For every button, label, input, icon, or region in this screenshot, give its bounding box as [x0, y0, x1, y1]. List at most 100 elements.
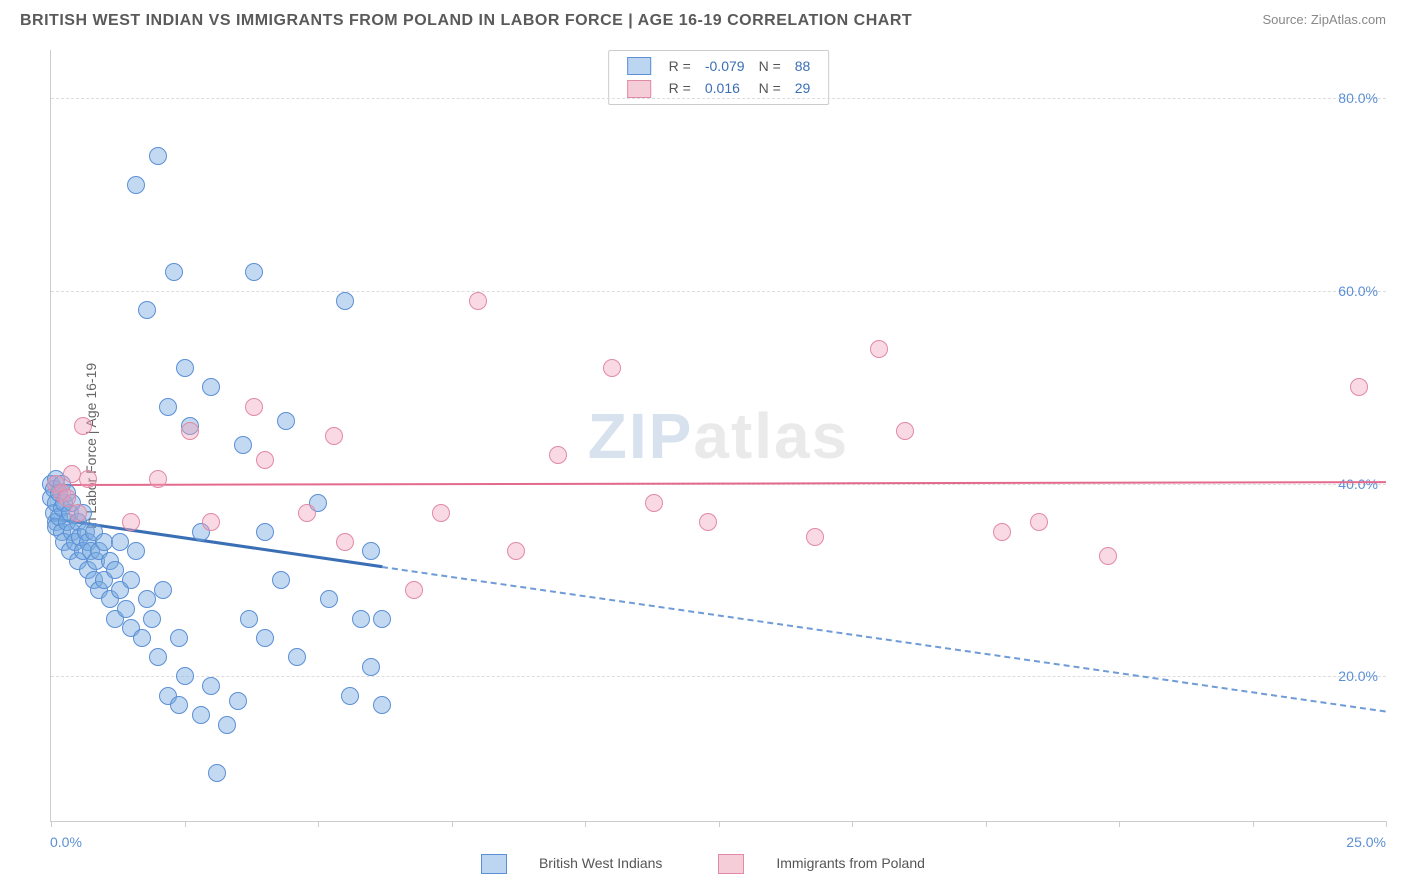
x-axis-min-label: 0.0%: [50, 834, 82, 850]
data-point: [432, 504, 450, 522]
data-point: [336, 292, 354, 310]
data-point: [405, 581, 423, 599]
legend-n-value: 29: [789, 78, 817, 98]
x-tick: [1119, 821, 1120, 827]
x-tick: [719, 821, 720, 827]
series-legend: British West Indians Immigrants from Pol…: [0, 854, 1406, 874]
x-tick: [1253, 821, 1254, 827]
data-point: [74, 417, 92, 435]
data-point: [122, 513, 140, 531]
x-tick: [585, 821, 586, 827]
trend-line: [382, 566, 1386, 713]
data-point: [170, 696, 188, 714]
chart-area: ZIPatlas R =-0.079N =88R =0.016N =29 20.…: [50, 50, 1386, 822]
data-point: [256, 629, 274, 647]
data-point: [1030, 513, 1048, 531]
trend-line: [51, 481, 1386, 486]
legend-r-label: R =: [663, 78, 697, 98]
data-point: [122, 571, 140, 589]
data-point: [138, 590, 156, 608]
x-tick: [185, 821, 186, 827]
data-point: [870, 340, 888, 358]
data-point: [806, 528, 824, 546]
x-tick: [852, 821, 853, 827]
legend-swatch: [718, 854, 744, 874]
data-point: [202, 677, 220, 695]
data-point: [149, 648, 167, 666]
watermark-zip: ZIP: [588, 400, 694, 472]
data-point: [117, 600, 135, 618]
data-point: [143, 610, 161, 628]
data-point: [127, 176, 145, 194]
data-point: [202, 378, 220, 396]
legend-label: British West Indians: [539, 855, 662, 871]
plot-area: ZIPatlas R =-0.079N =88R =0.016N =29 20.…: [50, 50, 1386, 822]
data-point: [208, 764, 226, 782]
data-point: [272, 571, 290, 589]
data-point: [229, 692, 247, 710]
data-point: [240, 610, 258, 628]
data-point: [170, 629, 188, 647]
data-point: [325, 427, 343, 445]
data-point: [507, 542, 525, 560]
data-point: [336, 533, 354, 551]
data-point: [149, 147, 167, 165]
x-tick: [1386, 821, 1387, 827]
data-point: [469, 292, 487, 310]
data-point: [645, 494, 663, 512]
y-tick-label: 20.0%: [1338, 668, 1378, 684]
data-point: [111, 533, 129, 551]
legend-r-label: R =: [663, 56, 697, 76]
legend-row: R =0.016N =29: [621, 78, 817, 98]
data-point: [373, 696, 391, 714]
data-point: [181, 422, 199, 440]
gridline: [51, 98, 1386, 99]
y-tick-label: 80.0%: [1338, 90, 1378, 106]
data-point: [352, 610, 370, 628]
data-point: [159, 398, 177, 416]
data-point: [362, 658, 380, 676]
data-point: [298, 504, 316, 522]
legend-n-label: N =: [753, 78, 787, 98]
x-tick: [986, 821, 987, 827]
watermark: ZIPatlas: [588, 399, 849, 473]
x-tick: [51, 821, 52, 827]
data-point: [277, 412, 295, 430]
legend-label: Immigrants from Poland: [776, 855, 925, 871]
data-point: [1099, 547, 1117, 565]
y-tick-label: 40.0%: [1338, 476, 1378, 492]
data-point: [320, 590, 338, 608]
data-point: [549, 446, 567, 464]
chart-source: Source: ZipAtlas.com: [1262, 12, 1386, 27]
data-point: [993, 523, 1011, 541]
data-point: [699, 513, 717, 531]
data-point: [202, 513, 220, 531]
watermark-atlas: atlas: [693, 400, 849, 472]
data-point: [138, 301, 156, 319]
x-tick: [318, 821, 319, 827]
legend-row: R =-0.079N =88: [621, 56, 817, 76]
data-point: [154, 581, 172, 599]
chart-header: BRITISH WEST INDIAN VS IMMIGRANTS FROM P…: [0, 0, 1406, 36]
data-point: [256, 451, 274, 469]
data-point: [896, 422, 914, 440]
data-point: [256, 523, 274, 541]
x-axis-max-label: 25.0%: [1346, 834, 1386, 850]
data-point: [133, 629, 151, 647]
data-point: [149, 470, 167, 488]
legend-n-value: 88: [789, 56, 817, 76]
legend-swatch: [627, 57, 651, 75]
gridline: [51, 291, 1386, 292]
data-point: [603, 359, 621, 377]
data-point: [1350, 378, 1368, 396]
y-tick-label: 60.0%: [1338, 283, 1378, 299]
data-point: [192, 706, 210, 724]
data-point: [288, 648, 306, 666]
legend-item: Immigrants from Poland: [704, 855, 939, 871]
legend-n-label: N =: [753, 56, 787, 76]
data-point: [373, 610, 391, 628]
legend-item: British West Indians: [467, 855, 676, 871]
chart-title: BRITISH WEST INDIAN VS IMMIGRANTS FROM P…: [20, 12, 912, 30]
gridline: [51, 676, 1386, 677]
data-point: [176, 359, 194, 377]
